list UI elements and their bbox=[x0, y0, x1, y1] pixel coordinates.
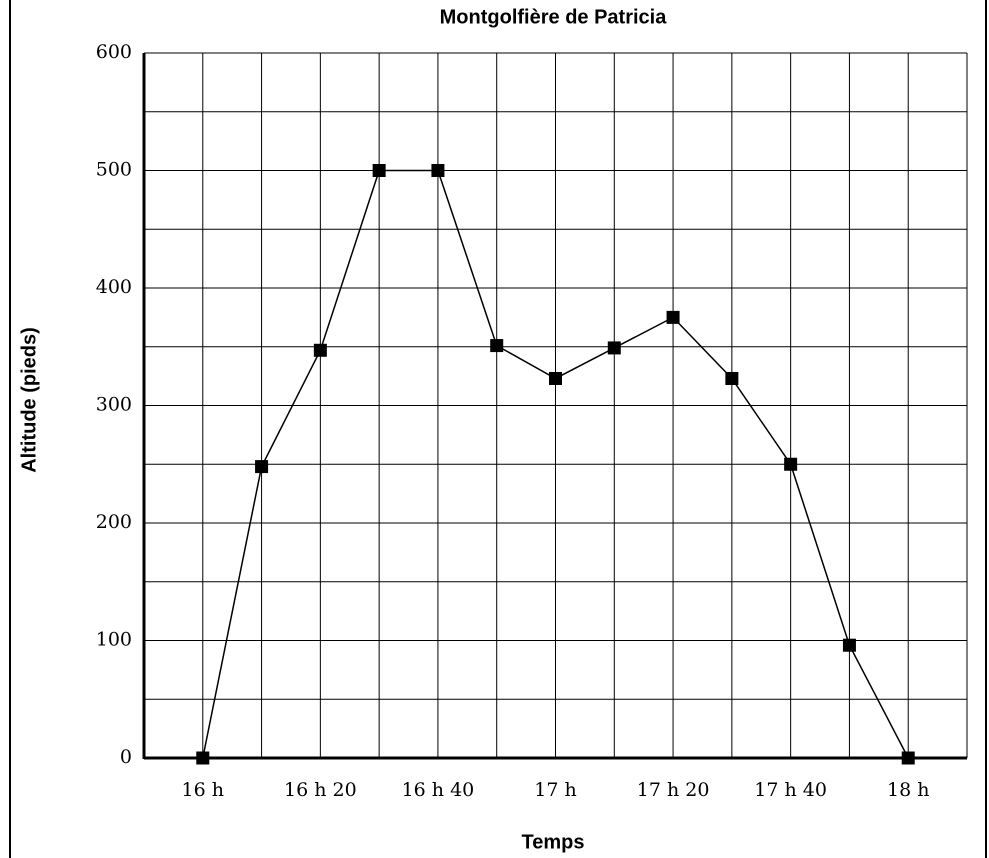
point bbox=[549, 371, 562, 385]
x-tick-label: 16 h 20 bbox=[284, 779, 357, 801]
y-tick-label: 200 bbox=[96, 511, 132, 533]
y-tick-label: 400 bbox=[96, 276, 132, 298]
y-tick-label: 600 bbox=[96, 41, 132, 63]
x-axis-label: Temps bbox=[522, 831, 585, 853]
point bbox=[255, 460, 269, 474]
y-tick-label: 0 bbox=[120, 746, 132, 768]
point bbox=[607, 341, 621, 355]
point bbox=[842, 638, 856, 652]
y-tick-label: 100 bbox=[96, 629, 132, 651]
x-tick-label: 16 h bbox=[182, 779, 224, 801]
point bbox=[431, 164, 445, 177]
point bbox=[725, 371, 739, 385]
x-tick-label: 17 h bbox=[534, 779, 576, 801]
chart-title: Montgolfière de Patricia bbox=[440, 6, 668, 28]
point bbox=[313, 343, 327, 357]
point bbox=[901, 751, 915, 765]
x-tick-label: 16 h 40 bbox=[402, 779, 475, 801]
x-tick-label: 17 h 40 bbox=[754, 779, 827, 801]
y-tick-label: 300 bbox=[96, 394, 132, 416]
y-tick-label: 500 bbox=[96, 159, 132, 181]
point bbox=[490, 339, 504, 353]
point bbox=[372, 164, 386, 177]
point bbox=[196, 751, 210, 765]
x-tick-label: 18 h bbox=[887, 779, 929, 801]
x-tick-label: 17 h 20 bbox=[637, 779, 710, 801]
point bbox=[784, 457, 798, 471]
y-axis-label: Altitude (pieds) bbox=[18, 327, 40, 473]
point bbox=[666, 310, 680, 324]
